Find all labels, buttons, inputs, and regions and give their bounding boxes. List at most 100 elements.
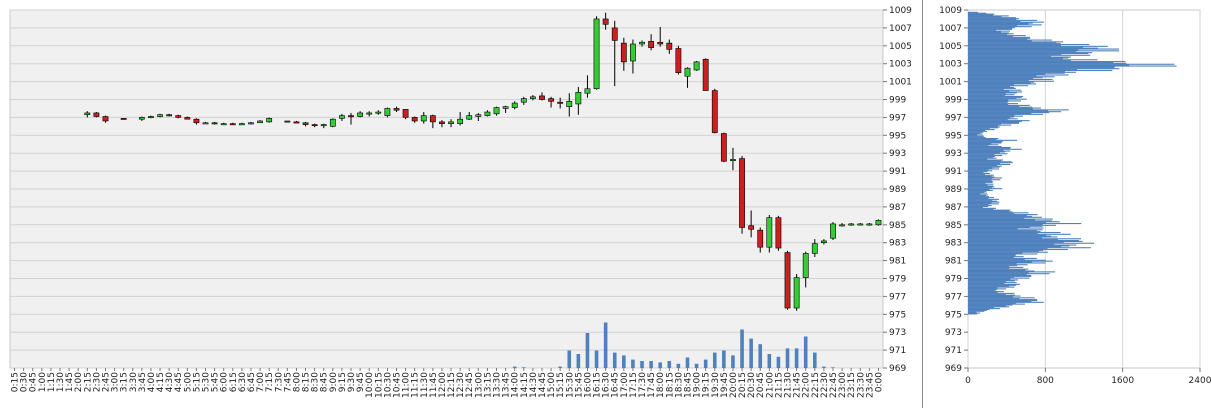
profile-bar (968, 159, 1004, 161)
profile-bar (968, 189, 990, 191)
profile-bar (968, 311, 977, 313)
profile-bar (968, 312, 981, 314)
time-tick-label: 8:00 (292, 372, 302, 392)
price-tick-label: 1009 (889, 6, 912, 16)
time-tick-label: 0:15 (11, 372, 21, 392)
profile-bar (968, 134, 978, 136)
profile-bar (968, 223, 1082, 225)
profile-price-tick-label: 1009 (939, 6, 962, 16)
profile-bar (968, 53, 1062, 55)
profile-bar (968, 61, 1126, 63)
volume-bar (703, 359, 708, 368)
time-tick-label: 9:15 (338, 372, 348, 392)
profile-bar (968, 121, 1020, 123)
time-tick-label: 1:15 (47, 372, 57, 392)
candle-body (266, 117, 273, 123)
price-tick-label: 971 (889, 346, 906, 356)
profile-bar (968, 268, 1029, 270)
profile-bar (968, 49, 1079, 51)
price-tick-label: 969 (889, 364, 906, 374)
profile-bar (968, 66, 1115, 68)
profile-bars (968, 11, 1177, 315)
profile-bar (968, 247, 1091, 249)
candle-body (839, 224, 845, 227)
profile-bar (968, 92, 1017, 94)
candle-body (202, 122, 209, 125)
candle-body (575, 92, 582, 105)
profile-price-tick-label: 1003 (939, 60, 962, 70)
profile-bar (968, 157, 997, 159)
price-tick-label: 995 (889, 131, 906, 141)
time-tick-label: 12:00 (438, 372, 448, 398)
candle-body (120, 117, 127, 120)
profile-bar (968, 168, 1000, 170)
profile-bar (968, 163, 1011, 166)
candle-body (548, 98, 554, 102)
profile-bar (968, 249, 1044, 251)
time-tick-label: 5:30 (202, 372, 212, 392)
time-tick-label: 12:45 (465, 372, 475, 398)
candle-body (348, 115, 354, 118)
candle-body (293, 121, 300, 124)
profile-bar (968, 97, 1017, 99)
profile-bar (968, 197, 995, 199)
time-tick-label: 14:00 (511, 372, 521, 398)
price-tick-label: 983 (889, 239, 906, 249)
profile-bar (968, 295, 1021, 297)
candle-body (229, 123, 236, 126)
time-tick-label: 9:00 (329, 372, 339, 392)
profile-bar (968, 263, 1017, 265)
volume-profile-chart: 969 971 973 975 977 979 981 983 985 987 989 991 993 9… (939, 6, 1211, 386)
candle-body (339, 115, 345, 119)
candle-body (675, 48, 682, 73)
candle-body (448, 121, 454, 124)
candle-body (457, 118, 464, 124)
volume-tick-label: 2400 (1189, 376, 1211, 386)
time-tick-label: 18:45 (683, 372, 693, 398)
profile-bar (968, 102, 1008, 104)
time-tick-label: 16:15 (593, 372, 603, 398)
profile-bar (968, 306, 1010, 308)
time-tick-label: 1:45 (65, 372, 75, 392)
profile-bar (968, 78, 1034, 80)
profile-bar (968, 192, 987, 194)
profile-bar (968, 80, 1055, 82)
price-axis: 969 971 973 975 977 979 981 983 985 987 989 991 993 9… (883, 6, 912, 374)
profile-bar (968, 129, 985, 132)
profile-bar (968, 155, 995, 157)
profile-bar (968, 265, 1010, 268)
time-tick-label: 13:45 (502, 372, 512, 398)
profile-bar (968, 111, 1062, 113)
profile-bar (968, 189, 993, 191)
profile-price-tick-label: 993 (945, 149, 962, 159)
time-tick-label: 21:00 (765, 372, 775, 398)
time-tick-label: 4:00 (147, 372, 157, 392)
time-axis: 0:15 0:30 0:45 1:00 1:15 1:30 1:45 2:00 2:15 2:30… (11, 368, 884, 398)
time-tick-label: 23:00 (838, 372, 848, 398)
profile-bar (968, 106, 1033, 108)
profile-bar (968, 161, 1012, 163)
profile-price-tick-label: 1005 (939, 42, 962, 52)
profile-price-tick-label: 985 (945, 221, 962, 231)
profile-bar (968, 72, 1065, 74)
time-tick-label: 4:15 (156, 372, 166, 392)
profile-bar (968, 47, 1098, 49)
profile-bar (968, 139, 1018, 141)
profile-bar (968, 243, 1055, 245)
profile-bar (968, 127, 999, 129)
profile-bar (968, 173, 986, 175)
profile-bar (968, 293, 1006, 295)
profile-bar (968, 202, 992, 204)
time-tick-label: 2:15 (83, 372, 93, 392)
profile-bar (968, 277, 1030, 279)
candle-body (220, 123, 227, 126)
time-tick-label: 17:45 (647, 372, 657, 398)
time-tick-label: 14:45 (538, 372, 548, 398)
profile-bar (968, 270, 1035, 272)
price-tick-label: 981 (889, 257, 906, 267)
candle-body (539, 95, 545, 100)
profile-bar (968, 21, 1044, 23)
profile-bar (968, 105, 1020, 107)
time-tick-label: 21:15 (774, 372, 784, 398)
profile-bar (968, 290, 996, 292)
